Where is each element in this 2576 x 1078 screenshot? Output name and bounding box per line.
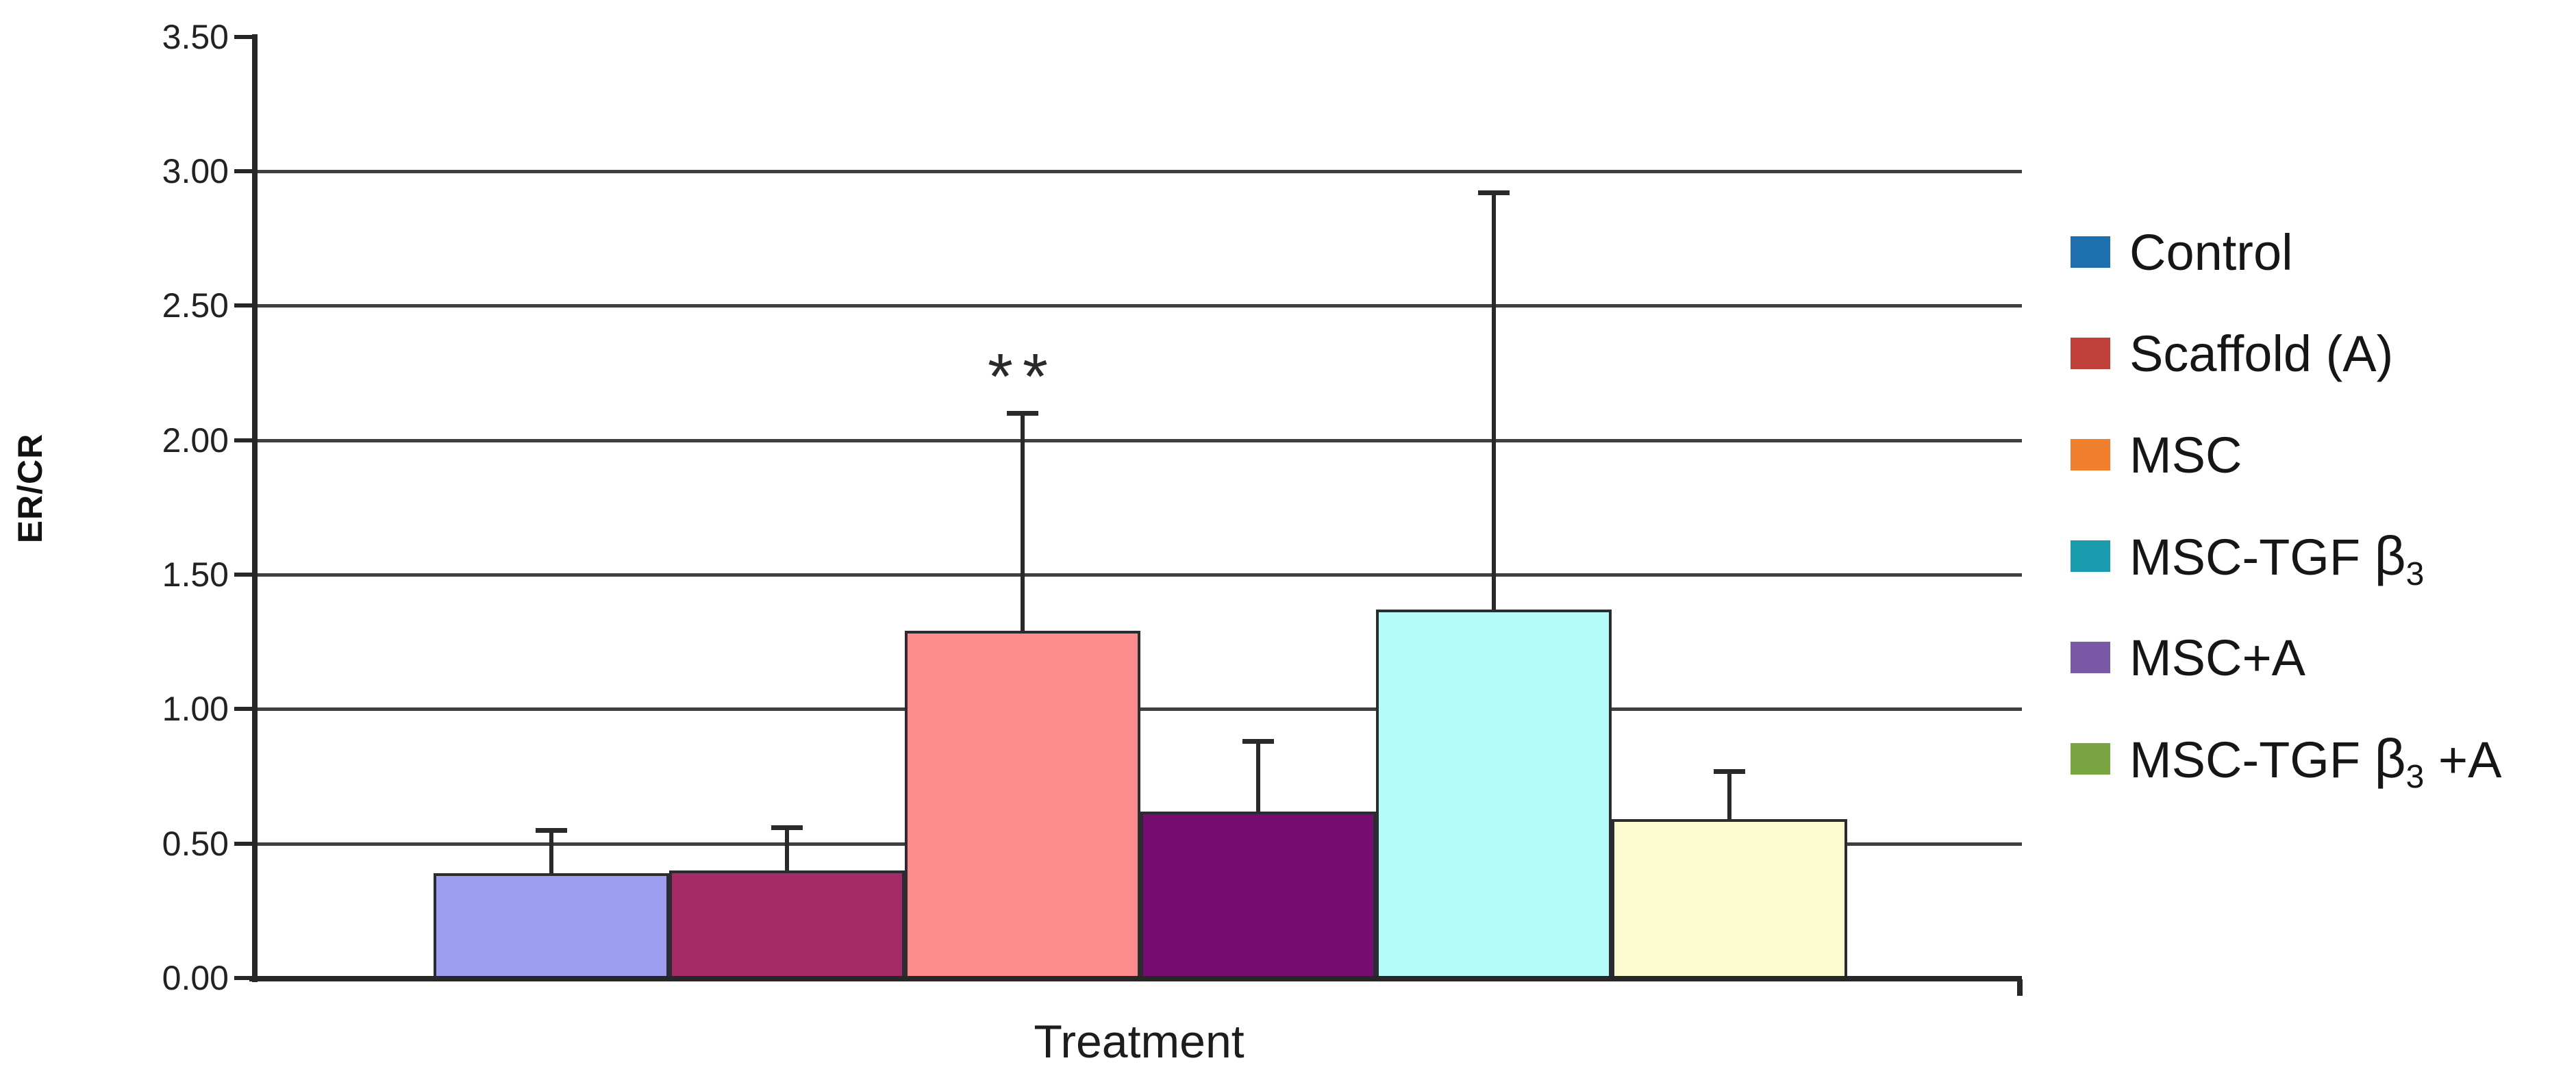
legend-swatch-msc-plus-a (2071, 642, 2110, 673)
error-bar-cap-control (536, 828, 567, 833)
bar-msc (905, 631, 1140, 980)
y-tick-2-50 (234, 303, 252, 308)
legend-item-control: Control (2071, 224, 2293, 281)
legend-swatch-control (2071, 236, 2110, 268)
y-tick-3-00 (234, 168, 252, 173)
error-bar-control (549, 830, 553, 873)
y-axis-line (252, 34, 258, 982)
gridline-2-50 (258, 304, 2022, 308)
legend-swatch-msc-tgf-b3 (2071, 540, 2110, 572)
error-bar-cap-msc-a (1478, 190, 1510, 196)
y-tick-1-50 (234, 572, 252, 577)
legend-label-msc: MSC (2129, 426, 2242, 484)
legend-swatch-msc (2071, 439, 2110, 471)
legend: Control Scaffold (A) MSC MSC-TGF β3 MSC+… (2071, 0, 2576, 1078)
bar-msc-a (1376, 610, 1612, 980)
legend-item-msc-tgf-b3: MSC-TGF β3 (2071, 525, 2424, 592)
y-tick-3-50 (234, 34, 252, 39)
bar-msc-tgf-3 (1140, 811, 1376, 980)
error-bar-msc-tgf-3-a (1727, 770, 1731, 820)
x-axis-line (249, 976, 2022, 981)
bar-msc-tgf-3-a (1612, 819, 1847, 980)
legend-label-control: Control (2129, 223, 2293, 281)
x-axis-title: Treatment (1034, 1016, 1245, 1068)
legend-item-msc-plus-a: MSC+A (2071, 629, 2305, 686)
y-tick-label-1-50: 1.50 (162, 555, 229, 594)
x-axis-end-tick (2017, 979, 2023, 996)
error-bar-cap-msc-tgf-3 (1242, 739, 1274, 744)
y-tick-label-0-50: 0.50 (162, 824, 229, 863)
y-tick-label-3-50: 3.50 (162, 17, 229, 56)
y-tick-2-00 (234, 438, 252, 442)
y-tick-label-1-00: 1.00 (162, 690, 229, 729)
legend-item-scaffold-a: Scaffold (A) (2071, 325, 2393, 382)
y-tick-1-00 (234, 707, 252, 712)
error-bar-cap-msc (1007, 411, 1038, 416)
y-tick-label-2-00: 2.00 (162, 421, 229, 460)
error-bar-msc-a (1492, 192, 1496, 610)
error-bar-cap-scaffold-a (771, 825, 803, 831)
y-axis-title: ER/CR (11, 433, 49, 544)
legend-label-msc-plus-a: MSC+A (2129, 629, 2306, 686)
y-tick-label-3-00: 3.00 (162, 151, 229, 190)
error-bar-msc-tgf-3 (1256, 741, 1260, 812)
y-tick-0-00 (234, 976, 252, 980)
error-bar-msc (1021, 413, 1025, 631)
bar-control (434, 873, 669, 980)
legend-label-scaffold-a: Scaffold (A) (2129, 325, 2394, 382)
legend-swatch-scaffold-a (2071, 338, 2110, 369)
gridline-3-00 (258, 169, 2022, 173)
gridline-1-50 (258, 573, 2022, 577)
y-tick-0-50 (234, 841, 252, 846)
y-tick-label-0-00: 0.00 (162, 959, 229, 997)
y-tick-label-2-50: 2.50 (162, 286, 229, 325)
gridline-2-00 (258, 438, 2022, 442)
legend-item-msc: MSC (2071, 427, 2242, 484)
legend-label-msc-tgf-b3-plus-a: MSC-TGF β3 +A (2129, 728, 2502, 796)
legend-swatch-msc-tgf-b3-plus-a (2071, 743, 2110, 775)
legend-label-msc-tgf-b3: MSC-TGF β3 (2129, 525, 2425, 593)
significance-annotation: ** (988, 340, 1058, 414)
bar-scaffold-a (669, 870, 905, 980)
error-bar-scaffold-a (785, 827, 789, 870)
legend-item-msc-tgf-b3-plus-a: MSC-TGF β3 +A (2071, 728, 2501, 795)
error-bar-cap-msc-tgf-3-a (1714, 768, 1745, 774)
